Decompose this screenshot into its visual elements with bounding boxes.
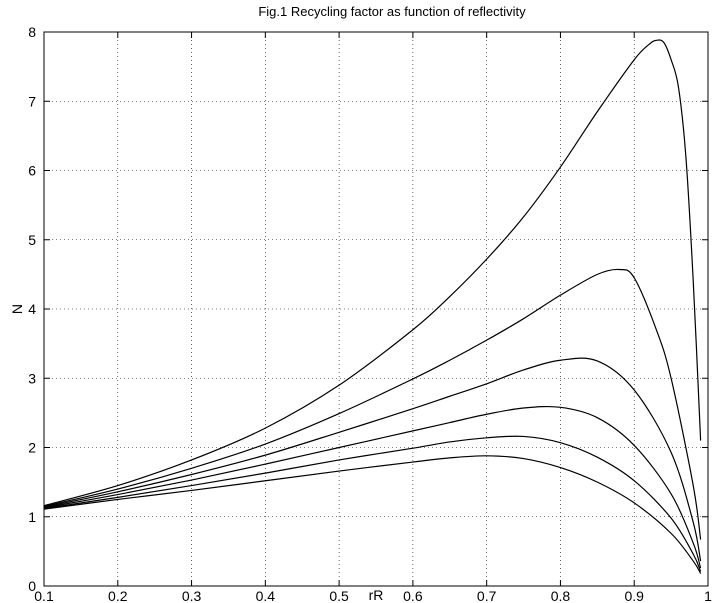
y-tick-labels: 0 1 2 3 4 5 6 7 8 — [28, 24, 36, 594]
x-tick-label: 0.9 — [624, 588, 644, 603]
x-tick-label: 0.2 — [108, 588, 128, 603]
grid — [44, 32, 708, 586]
series-line-2 — [43, 435, 702, 572]
y-tick-label: 3 — [28, 370, 36, 386]
x-tick-label: 0.3 — [182, 588, 202, 603]
x-tick-label: 0.8 — [551, 588, 571, 603]
y-tick-label: 6 — [28, 163, 36, 179]
y-tick-label: 7 — [28, 93, 36, 109]
y-tick-label: 2 — [28, 440, 36, 456]
y-tick-label: 4 — [28, 301, 36, 317]
y-tick-label: 1 — [28, 509, 36, 525]
series-line-1 — [43, 455, 702, 574]
x-tick-labels: 0.1 0.2 0.3 0.4 0.5 0.6 0.7 0.8 0.9 1 — [34, 588, 712, 603]
y-tick-label: 5 — [28, 232, 36, 248]
y-tick-label: 8 — [28, 24, 36, 40]
series-group — [43, 39, 702, 574]
series-line-3 — [43, 405, 702, 569]
chart-title: Fig.1 Recycling factor as function of re… — [258, 4, 526, 19]
series-line-4 — [43, 357, 702, 562]
x-tick-label: 0.6 — [403, 588, 423, 603]
x-tick-label: 0.1 — [34, 588, 54, 603]
x-tick-label: 0.4 — [256, 588, 276, 603]
x-tick-label: 0.5 — [329, 588, 349, 603]
series-line-6 — [43, 39, 702, 507]
series-line-5 — [43, 268, 702, 540]
y-axis-title: N — [9, 304, 25, 314]
x-tick-label: 0.7 — [477, 588, 497, 603]
y-tick-label: 0 — [28, 578, 36, 594]
x-tick-label: 1 — [704, 588, 712, 603]
ticks — [43, 31, 709, 587]
x-axis-title: rR — [369, 587, 384, 603]
